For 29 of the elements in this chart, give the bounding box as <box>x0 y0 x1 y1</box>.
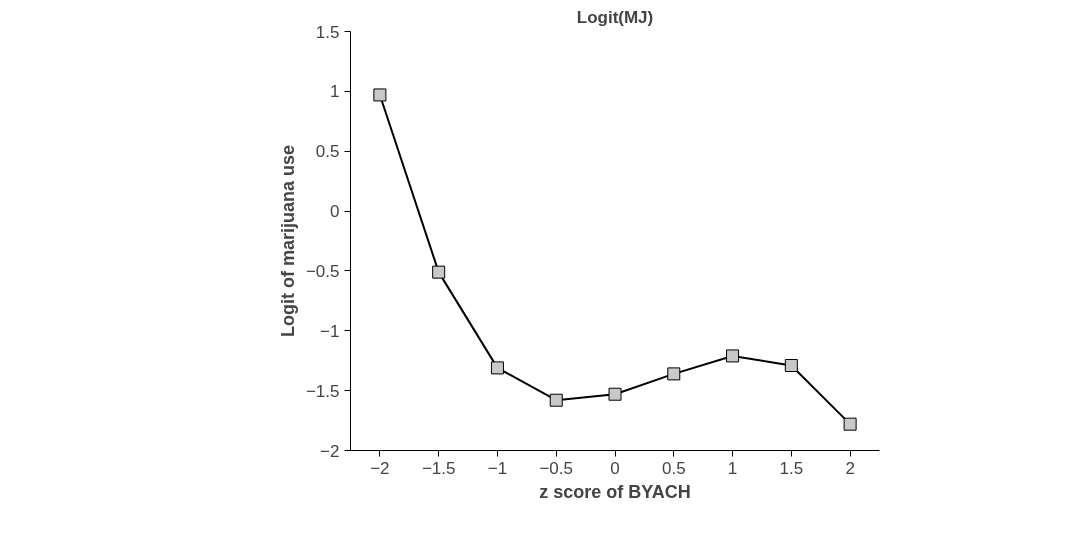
x-tick-label: 1 <box>727 458 738 478</box>
x-tick-label: 2 <box>845 458 855 478</box>
point <box>608 387 622 401</box>
point <box>549 393 563 407</box>
point <box>432 265 446 279</box>
y-tick-label: 1.5 <box>315 22 340 42</box>
x-tick-label: −1 <box>487 458 508 478</box>
y-axis-title: Logit of marijuana use <box>277 144 298 338</box>
y-tick-label: −1.5 <box>305 381 340 401</box>
point <box>784 359 798 372</box>
point <box>726 349 740 363</box>
y-tick-label: −0.5 <box>305 261 340 281</box>
y-tick-label: 0 <box>330 202 340 222</box>
x-tick-label: 0.5 <box>661 458 686 478</box>
chart-title: Logit(MJ) <box>576 7 654 27</box>
x-tick-label: 0 <box>610 458 620 478</box>
x-axis-title: z score of BYACH <box>539 481 691 502</box>
y-tick-label: −1 <box>320 321 340 341</box>
y-tick-label: −2 <box>320 441 340 461</box>
y-tick-label: 0.5 <box>315 142 340 162</box>
x-tick-label: −0.5 <box>539 458 573 478</box>
point <box>667 367 681 381</box>
y-tick-label: 1 <box>330 82 340 102</box>
point <box>490 361 504 375</box>
x-tick-label: −1.5 <box>421 458 456 478</box>
x-tick-label: 1.5 <box>779 458 804 478</box>
x-tick-label: −2 <box>370 458 390 478</box>
point <box>373 88 387 102</box>
point <box>843 417 857 431</box>
